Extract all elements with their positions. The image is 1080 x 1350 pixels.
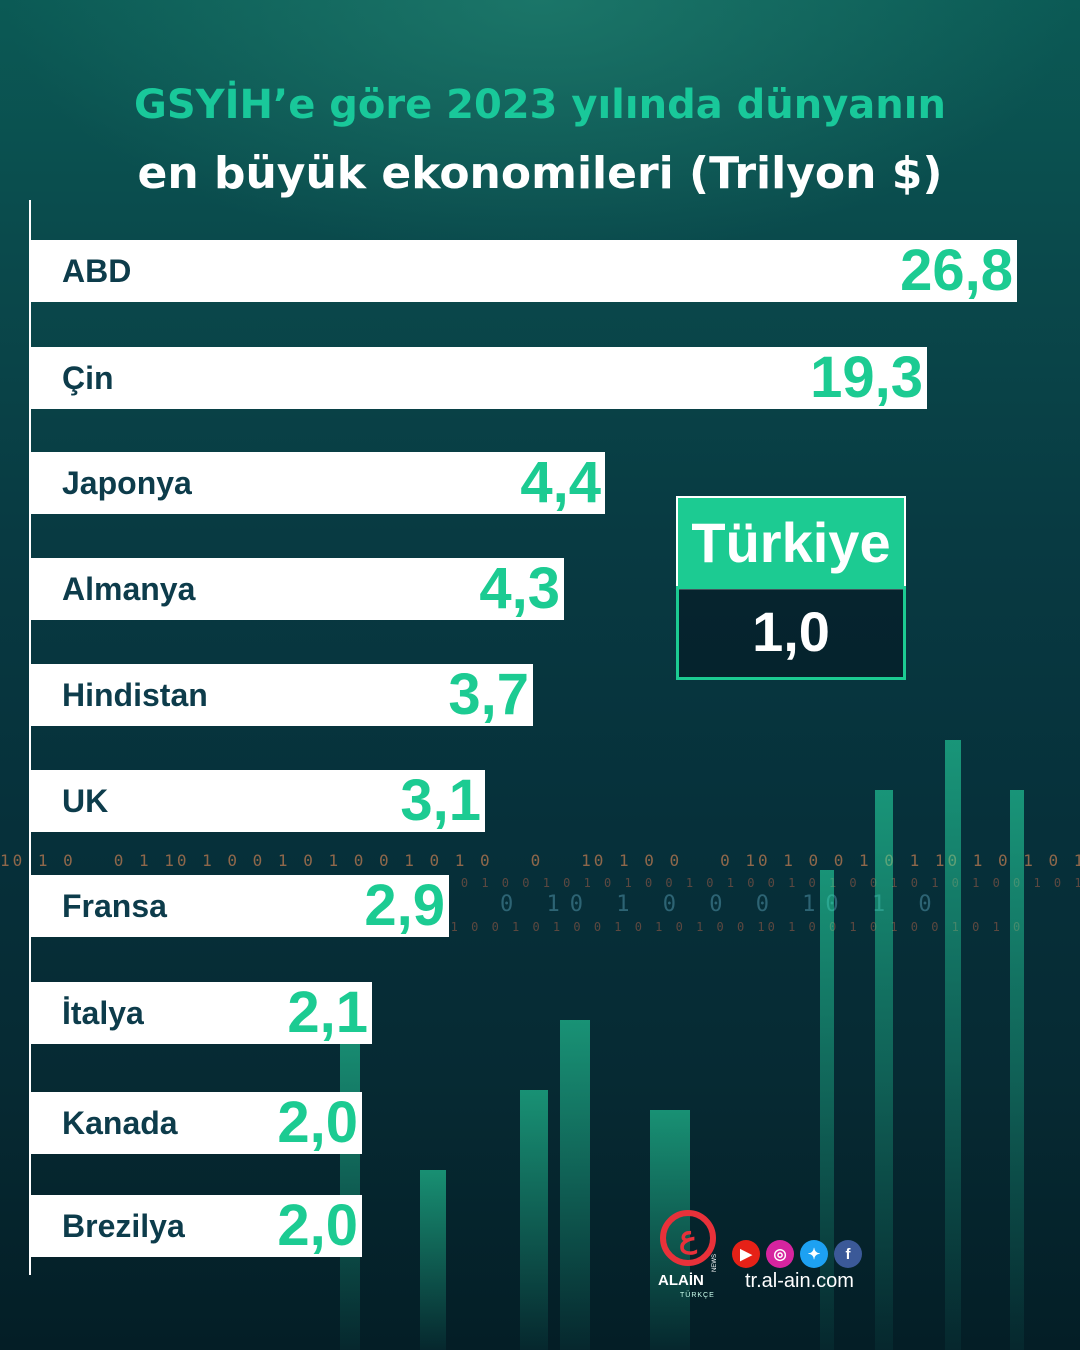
category-label: Kanada: [62, 1105, 178, 1141]
turkiye-highlight-box: Türkiye 1,0: [676, 496, 906, 680]
bar: [30, 770, 485, 832]
logo-subtext: TÜRKÇE: [680, 1292, 715, 1299]
value-label: 3,1: [400, 768, 481, 833]
chart-title-line2: en büyük ekonomileri (Trilyon $): [137, 148, 943, 199]
category-label: İtalya: [62, 995, 144, 1031]
value-label: 2,1: [287, 980, 368, 1045]
background-chart-bar: [520, 1090, 548, 1350]
bar: [30, 664, 533, 726]
website-link[interactable]: tr.al-ain.com: [745, 1270, 854, 1292]
logo-text: ALAİN: [658, 1272, 704, 1289]
category-label: Hindistan: [62, 677, 208, 713]
youtube-icon[interactable]: ▶: [732, 1240, 760, 1268]
bar: [30, 1195, 362, 1257]
value-label: 2,0: [277, 1193, 358, 1258]
turkiye-label: Türkiye: [676, 496, 906, 590]
category-label: ABD: [62, 253, 132, 289]
bar: [30, 347, 927, 409]
background-chart-bar: [820, 870, 834, 1350]
value-label: 26,8: [900, 238, 1013, 303]
background-chart-bar: [1010, 790, 1024, 1350]
chart-title-line1: GSYİH’e göre 2023 yılında dünyanın: [134, 82, 946, 128]
category-label: Brezilya: [62, 1208, 185, 1244]
bar: [30, 875, 449, 937]
chart-axis-line: [29, 200, 31, 1275]
instagram-icon[interactable]: ◎: [766, 1240, 794, 1268]
bar: [30, 982, 372, 1044]
background-chart-bar: [875, 790, 893, 1350]
value-label: 3,7: [448, 662, 529, 727]
category-label: Almanya: [62, 571, 196, 607]
category-label: UK: [62, 783, 109, 819]
bar: [30, 240, 1017, 302]
bar: [30, 1092, 362, 1154]
value-label: 19,3: [810, 345, 923, 410]
twitter-icon[interactable]: ✦: [800, 1240, 828, 1268]
social-icons: ▶ ◎ ✦ f: [732, 1240, 862, 1268]
value-label: 2,0: [277, 1090, 358, 1155]
category-label: Japonya: [62, 465, 192, 501]
background-chart-bar: [420, 1170, 446, 1350]
background-chart-bar: [945, 740, 961, 1350]
bar: [30, 452, 605, 514]
background-chart-bar: [560, 1020, 590, 1350]
turkiye-value: 1,0: [676, 586, 906, 680]
bar: [30, 558, 564, 620]
alain-logo[interactable]: ع NEWS ALAİN TÜRKÇE: [656, 1210, 736, 1310]
value-label: 4,3: [479, 556, 560, 621]
value-label: 4,4: [520, 450, 601, 515]
facebook-icon[interactable]: f: [834, 1240, 862, 1268]
category-label: Fransa: [62, 888, 167, 924]
value-label: 2,9: [364, 873, 445, 938]
category-label: Çin: [62, 360, 114, 396]
logo-letter: ع: [679, 1221, 697, 1254]
background-digits-decoration: 10 1 0 0 1 10 1 0 0 1 0 1 0 0 1 0 1 0 0 …: [0, 851, 1080, 934]
background-glow: [0, 0, 1080, 260]
logo-ring-icon: [660, 1210, 716, 1266]
logo-news-text: NEWS: [712, 1254, 718, 1272]
